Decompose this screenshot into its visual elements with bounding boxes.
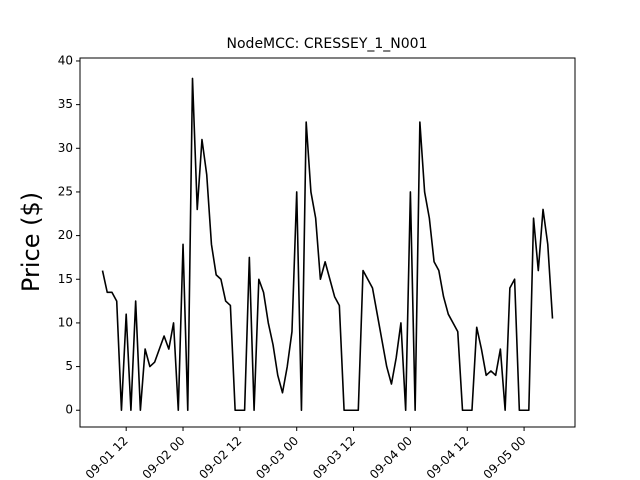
y-tick-label: 15: [58, 272, 73, 286]
y-tick-label: 35: [58, 97, 73, 111]
chart-title: NodeMCC: CRESSEY_1_N001: [227, 36, 428, 52]
y-tick-label: 25: [58, 184, 73, 198]
y-tick-label: 20: [58, 228, 73, 242]
price-line: [101, 77, 554, 412]
plot-frame: [79, 57, 576, 428]
y-tick-label: 40: [58, 53, 73, 67]
y-tick-label: 5: [65, 359, 73, 373]
y-tick-label: 10: [58, 315, 73, 329]
y-axis-label: Price ($): [17, 192, 45, 292]
y-tick-label: 0: [65, 403, 73, 417]
y-tick-label: 30: [58, 141, 73, 155]
